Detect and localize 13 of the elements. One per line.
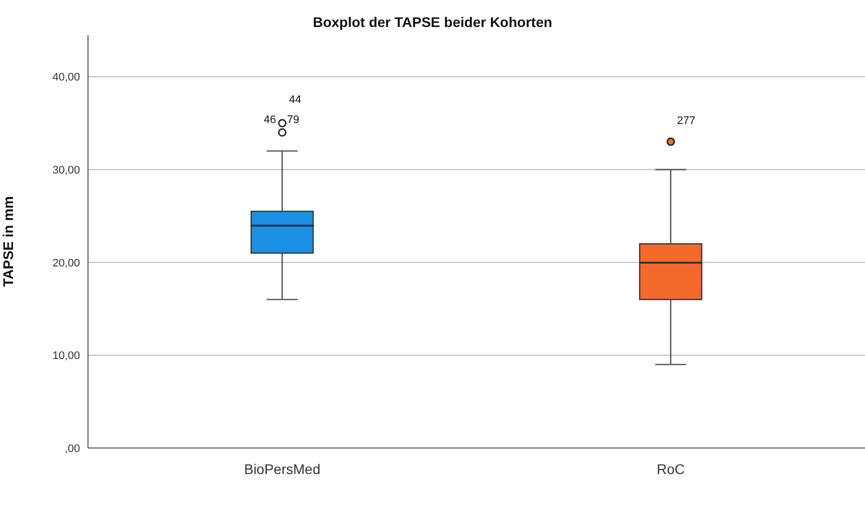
y-tick-label: ,00 — [64, 442, 80, 455]
y-tick-label: 40,00 — [52, 72, 80, 84]
y-tick-label: 20,00 — [52, 257, 80, 270]
x-tick-label: BioPersMed — [244, 460, 320, 477]
y-tick-label: 30,00 — [52, 164, 80, 176]
annotation: 44 — [289, 94, 302, 107]
chart-title: Boxplot der TAPSE beider Kohorten — [312, 14, 554, 30]
annotation: 277 — [677, 115, 696, 128]
y-axis-title: TAPSE in mm — [0, 196, 16, 287]
x-tick-label: RoC — [656, 460, 685, 477]
annotation: 46 — [262, 114, 276, 127]
y-tick-label: 10,00 — [52, 350, 80, 362]
annotation: 79 — [287, 114, 300, 127]
